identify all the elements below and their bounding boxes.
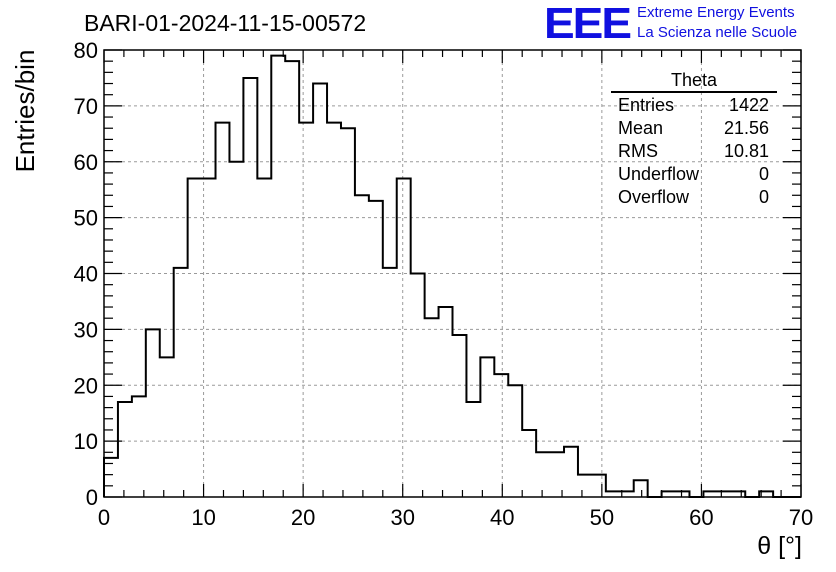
y-tick-label: 10 <box>74 429 98 454</box>
stats-row-rms: RMS 10.81 <box>611 140 777 163</box>
x-tick-label: 30 <box>390 505 414 530</box>
stats-label: Underflow <box>618 164 700 184</box>
y-axis-title: Entries/bin <box>10 49 40 173</box>
y-tick-label: 70 <box>74 94 98 119</box>
x-tick-label: 60 <box>689 505 713 530</box>
grid-lines <box>104 50 801 497</box>
tick-labels: 0 10 20 30 40 50 60 70 0 10 20 30 40 50 60 70 80 <box>74 38 814 530</box>
histogram-line <box>103 54 801 498</box>
stats-label: RMS <box>618 141 658 161</box>
y-tick-label: 40 <box>74 262 98 287</box>
stats-label: Overflow <box>618 187 690 207</box>
x-tick-label: 70 <box>789 505 813 530</box>
y-tick-label: 30 <box>74 317 98 342</box>
y-tick-label: 50 <box>74 206 98 231</box>
stats-value: 1422 <box>728 95 769 115</box>
stats-row-overflow: Overflow 0 <box>611 186 777 209</box>
stats-divider <box>611 91 777 93</box>
stats-row-underflow: Underflow 0 <box>611 163 777 186</box>
stats-value: 21.56 <box>723 118 769 138</box>
y-tick-label: 80 <box>74 38 98 63</box>
x-axis-title: θ [°] <box>757 532 802 560</box>
x-tick-label: 0 <box>98 505 110 530</box>
stats-label: Entries <box>618 95 675 115</box>
x-tick-label: 40 <box>490 505 514 530</box>
y-tick-label: 0 <box>86 485 98 510</box>
x-tick-label: 50 <box>590 505 614 530</box>
stats-value: 0 <box>758 164 769 184</box>
stats-title: Theta <box>670 70 718 90</box>
plot-title: BARI-01-2024-11-15-00572 <box>84 10 367 36</box>
stats-row-entries: Entries 1422 <box>611 94 777 117</box>
x-tick-label: 20 <box>291 505 315 530</box>
eee-logo: EEE <box>544 0 632 48</box>
logo-line-2: La Scienza nelle Scuole <box>637 24 798 41</box>
logo-line-1: Extreme Energy Events <box>637 4 795 21</box>
y-tick-label: 20 <box>74 373 98 398</box>
stats-value: 10.81 <box>723 141 769 161</box>
stats-box: Theta Entries 1422 Mean 21.56 RMS 10.81 … <box>611 70 777 209</box>
plot-frame <box>103 49 802 498</box>
x-tick-label: 10 <box>191 505 215 530</box>
stats-label: Mean <box>618 118 664 138</box>
stats-row-mean: Mean 21.56 <box>611 117 777 140</box>
y-tick-label: 60 <box>74 150 98 175</box>
stats-value: 0 <box>758 187 769 207</box>
